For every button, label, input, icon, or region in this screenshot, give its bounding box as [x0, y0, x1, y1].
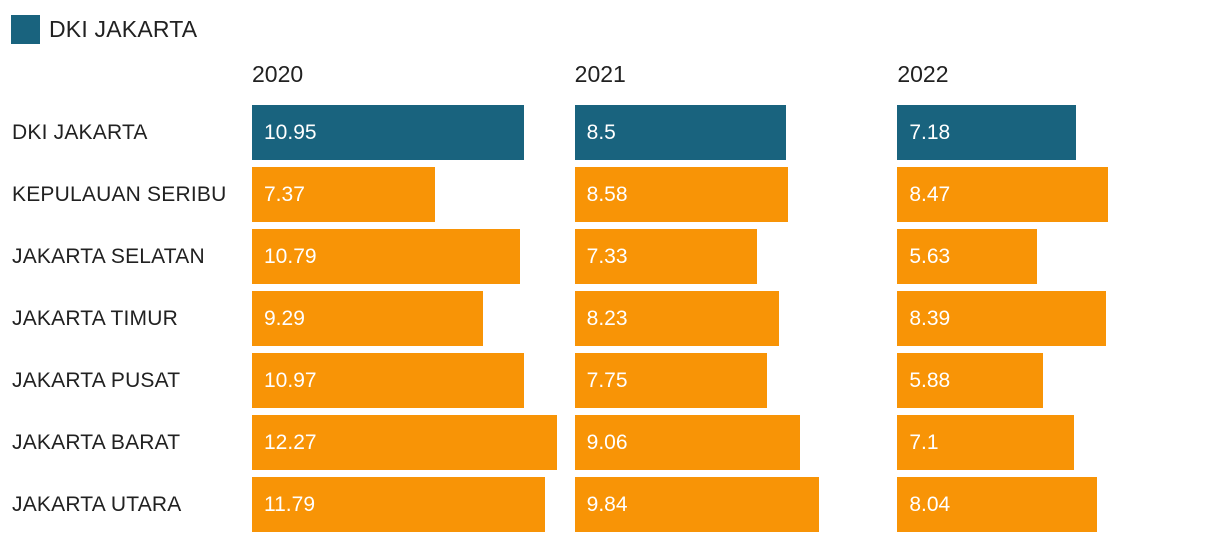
bar-value: 10.95 — [264, 120, 317, 144]
year-header-2021: 2021 — [574, 61, 626, 87]
bar-cell: 7.75 — [574, 350, 898, 412]
bar: 9.06 — [574, 415, 800, 470]
bar-cell: 7.18 — [897, 102, 1220, 164]
bar-cell: 12.27 — [252, 412, 575, 474]
bar-value: 12.27 — [264, 430, 317, 454]
bar: 8.04 — [897, 477, 1097, 532]
bar-value: 5.88 — [909, 368, 951, 392]
bar-cell: 11.79 — [252, 474, 575, 536]
bar: 7.37 — [252, 167, 435, 222]
row-label: JAKARTA PUSAT — [12, 369, 181, 392]
bar: 11.79 — [252, 477, 545, 532]
bar-value: 11.79 — [264, 492, 315, 516]
bar: 7.33 — [574, 229, 757, 284]
bar-cell: 8.04 — [897, 474, 1220, 536]
bar: 8.47 — [897, 167, 1108, 222]
bar-cell: 8.39 — [897, 288, 1220, 350]
bar-value: 7.33 — [586, 244, 628, 268]
row-label: JAKARTA TIMUR — [12, 307, 178, 330]
bar: 9.84 — [574, 477, 819, 532]
bar: 7.1 — [897, 415, 1074, 470]
bar: 8.39 — [897, 291, 1106, 346]
bar-value: 5.63 — [909, 244, 951, 268]
bar: 10.95 — [252, 105, 524, 160]
bar-cell: 10.95 — [252, 102, 575, 164]
bar-value: 7.18 — [909, 120, 951, 144]
row-label: JAKARTA SELATAN — [12, 245, 205, 268]
bar: 8.23 — [574, 291, 779, 346]
bar: 5.88 — [897, 353, 1044, 408]
bar-value: 8.47 — [909, 182, 951, 206]
bar: 8.58 — [574, 167, 788, 222]
row-label: DKI JAKARTA — [12, 121, 148, 144]
bar-cell: 9.29 — [252, 288, 575, 350]
bar-cell: 7.1 — [897, 412, 1220, 474]
row-label: JAKARTA UTARA — [12, 493, 182, 516]
bar: 5.63 — [897, 229, 1038, 284]
bar-value: 8.39 — [909, 306, 951, 330]
bar-cell: 7.37 — [252, 164, 575, 226]
bar-value: 10.79 — [264, 244, 317, 268]
bar-value: 9.06 — [586, 430, 628, 454]
bar: 7.75 — [574, 353, 768, 408]
legend-label: DKI JAKARTA — [49, 16, 198, 42]
bar-cell: 5.63 — [897, 226, 1220, 288]
bar-cell: 8.58 — [574, 164, 898, 226]
bar-cell: 9.84 — [574, 474, 898, 536]
year-header-2022: 2022 — [897, 61, 949, 87]
bar: 12.27 — [252, 415, 557, 470]
bar: 10.79 — [252, 229, 520, 284]
bar: 7.18 — [897, 105, 1076, 160]
row-label: JAKARTA BARAT — [12, 431, 181, 454]
bar-cell: 8.5 — [574, 102, 898, 164]
bar-cell: 7.33 — [574, 226, 898, 288]
bar-chart: 2020 2021 2022 DKI JAKARTA 10.95 8.5 7.1… — [0, 57, 1220, 536]
bar-cell: 5.88 — [897, 350, 1220, 412]
bar-cell: 10.97 — [252, 350, 575, 412]
bar-value: 9.29 — [264, 306, 305, 330]
legend: DKI JAKARTA — [11, 15, 197, 44]
header-spacer — [0, 57, 252, 102]
bar-value: 8.5 — [586, 120, 616, 144]
bar-value: 7.1 — [909, 430, 939, 454]
legend-swatch — [11, 15, 40, 44]
bar-cell: 8.47 — [897, 164, 1220, 226]
bar-value: 7.75 — [586, 368, 628, 392]
bar-cell: 8.23 — [574, 288, 898, 350]
bar: 9.29 — [252, 291, 483, 346]
bar-cell: 9.06 — [574, 412, 898, 474]
bar-value: 7.37 — [264, 182, 305, 206]
bar-value: 8.58 — [586, 182, 628, 206]
bar: 8.5 — [574, 105, 786, 160]
bar-cell: 10.79 — [252, 226, 575, 288]
bar-value: 8.04 — [909, 492, 951, 516]
bar-value: 9.84 — [586, 492, 628, 516]
bar-value: 10.97 — [264, 368, 317, 392]
year-header-2020: 2020 — [252, 61, 304, 87]
row-label: KEPULAUAN SERIBU — [12, 183, 227, 206]
bar-value: 8.23 — [586, 306, 628, 330]
bar: 10.97 — [252, 353, 525, 408]
